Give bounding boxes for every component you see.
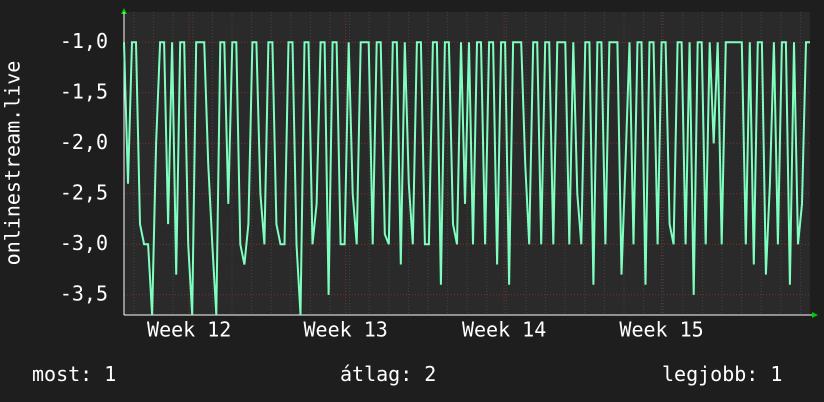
y-tick-label: -2,0	[60, 130, 108, 154]
y-tick-label: -2,5	[60, 180, 108, 204]
y-tick-label: -3,5	[60, 281, 108, 305]
stat-label: átlag:	[340, 362, 412, 386]
legend-stat: legjobb: 1	[662, 362, 782, 386]
x-tick-label: Week 15	[619, 318, 703, 342]
stat-value: 2	[424, 362, 436, 386]
axis-arrow	[121, 8, 127, 14]
stat-value: 1	[104, 362, 116, 386]
legend-stat: most: 1	[32, 362, 116, 386]
stat-label: legjobb:	[662, 362, 758, 386]
stat-value: 1	[770, 362, 782, 386]
x-tick-label: Week 12	[147, 318, 231, 342]
stat-label: most:	[32, 362, 92, 386]
x-tick-label: Week 14	[462, 318, 546, 342]
axis-arrow	[812, 312, 818, 318]
y-tick-label: -3,0	[60, 231, 108, 255]
x-tick-label: Week 13	[303, 318, 387, 342]
line	[123, 41, 810, 316]
y-axis-label: onlinestream.live	[1, 61, 25, 266]
legend-stat: átlag: 2	[340, 362, 436, 386]
y-tick-label: -1,0	[60, 29, 108, 53]
y-tick-label: -1,5	[60, 79, 108, 103]
